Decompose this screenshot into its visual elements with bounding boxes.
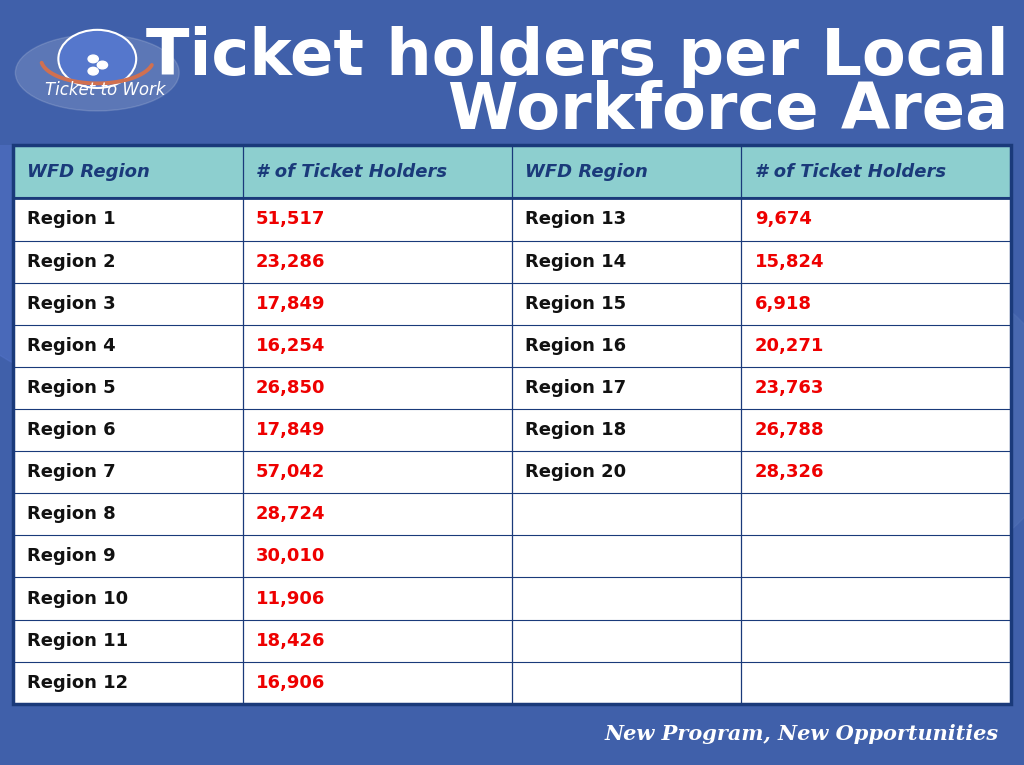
Text: WFD Region: WFD Region <box>525 163 648 181</box>
Text: 23,286: 23,286 <box>256 252 326 271</box>
Circle shape <box>97 61 108 69</box>
Text: Region 12: Region 12 <box>27 674 128 692</box>
Circle shape <box>0 0 471 405</box>
Circle shape <box>88 67 98 75</box>
Ellipse shape <box>15 34 179 111</box>
Text: 30,010: 30,010 <box>256 548 326 565</box>
Text: Ticket to Work: Ticket to Work <box>45 80 166 99</box>
Text: Region 8: Region 8 <box>27 505 116 523</box>
Text: 16,906: 16,906 <box>256 674 326 692</box>
Bar <box>13 367 1011 409</box>
Text: Region 17: Region 17 <box>525 379 627 397</box>
Text: 18,426: 18,426 <box>256 632 326 649</box>
Text: Region 11: Region 11 <box>27 632 128 649</box>
Text: 28,326: 28,326 <box>755 463 824 481</box>
Bar <box>13 409 1011 451</box>
Bar <box>13 536 1011 578</box>
Bar <box>13 282 1011 325</box>
Text: Region 9: Region 9 <box>27 548 116 565</box>
Text: Region 13: Region 13 <box>525 210 627 229</box>
Circle shape <box>58 30 136 88</box>
Text: 23,763: 23,763 <box>755 379 824 397</box>
Bar <box>13 493 1011 536</box>
Text: Region 16: Region 16 <box>525 337 627 355</box>
Text: WFD Region: WFD Region <box>27 163 150 181</box>
Text: New Program, New Opportunities: New Program, New Opportunities <box>604 724 998 744</box>
Text: 20,271: 20,271 <box>755 337 824 355</box>
Bar <box>13 145 1011 704</box>
Text: 57,042: 57,042 <box>256 463 326 481</box>
Bar <box>13 198 1011 240</box>
Text: Region 18: Region 18 <box>525 421 627 439</box>
Bar <box>13 662 1011 704</box>
Bar <box>13 578 1011 620</box>
Text: 51,517: 51,517 <box>256 210 326 229</box>
Text: Region 7: Region 7 <box>27 463 116 481</box>
Text: Ticket holders per Local: Ticket holders per Local <box>146 26 1009 89</box>
Text: Region 3: Region 3 <box>27 295 116 313</box>
Text: 17,849: 17,849 <box>256 295 326 313</box>
Text: # of Ticket Holders: # of Ticket Holders <box>755 163 946 181</box>
Text: Region 5: Region 5 <box>27 379 116 397</box>
Circle shape <box>88 55 98 63</box>
Text: Region 1: Region 1 <box>27 210 116 229</box>
Text: Region 6: Region 6 <box>27 421 116 439</box>
Bar <box>13 145 1011 198</box>
Circle shape <box>614 252 1024 589</box>
Circle shape <box>307 0 819 360</box>
Text: Region 20: Region 20 <box>525 463 627 481</box>
Text: 15,824: 15,824 <box>755 252 824 271</box>
Text: Region 14: Region 14 <box>525 252 627 271</box>
Bar <box>13 451 1011 493</box>
Circle shape <box>461 382 870 688</box>
Text: 11,906: 11,906 <box>256 590 326 607</box>
Bar <box>13 325 1011 367</box>
Bar <box>0 0 1024 145</box>
Text: Region 4: Region 4 <box>27 337 116 355</box>
Bar <box>13 620 1011 662</box>
Text: 17,849: 17,849 <box>256 421 326 439</box>
Bar <box>13 240 1011 282</box>
Text: 26,850: 26,850 <box>256 379 326 397</box>
Text: 6,918: 6,918 <box>755 295 812 313</box>
Text: 9,674: 9,674 <box>755 210 812 229</box>
Text: # of Ticket Holders: # of Ticket Holders <box>256 163 447 181</box>
Text: 16,254: 16,254 <box>256 337 326 355</box>
Text: Region 15: Region 15 <box>525 295 627 313</box>
Text: Region 2: Region 2 <box>27 252 116 271</box>
Text: 28,724: 28,724 <box>256 505 326 523</box>
Text: Region 10: Region 10 <box>27 590 128 607</box>
Text: Workforce Area: Workforce Area <box>449 80 1009 142</box>
Text: 26,788: 26,788 <box>755 421 824 439</box>
